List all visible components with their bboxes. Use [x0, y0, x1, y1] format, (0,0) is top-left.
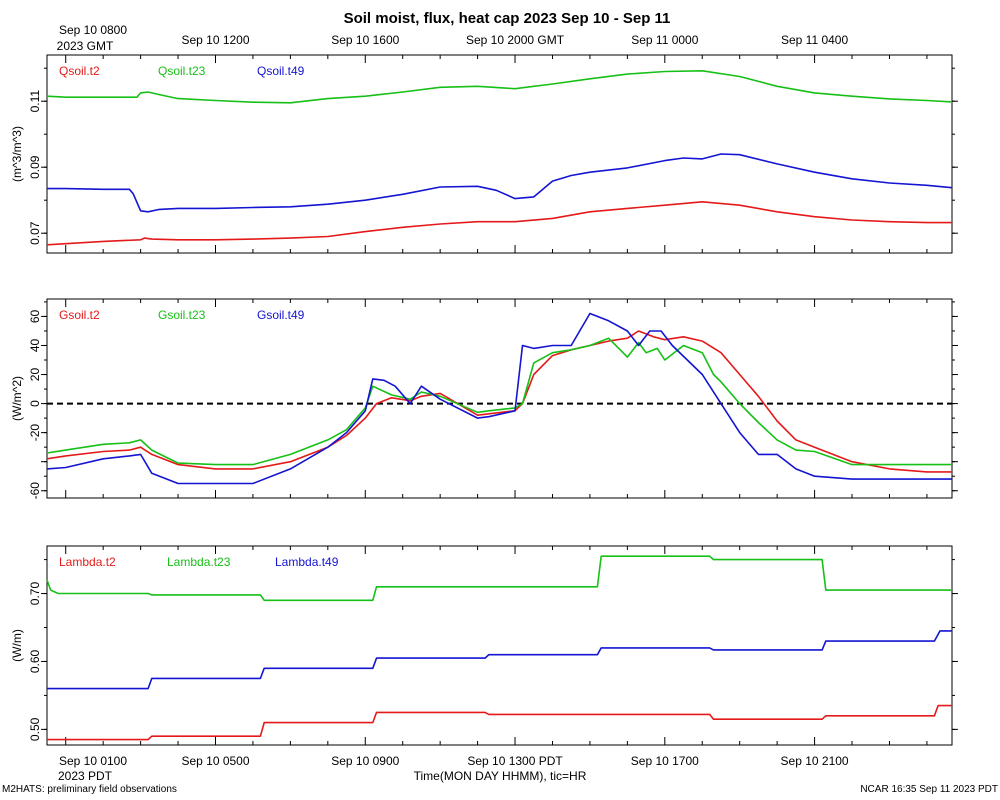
y-tick-label: 0.09: [28, 155, 42, 179]
top-axis-first-label-line2: 2023 GMT: [57, 39, 114, 53]
legend-entry: Qsoil.t23: [158, 64, 206, 78]
legend-entry: Qsoil.t49: [257, 64, 305, 78]
footer-left-note: M2HATS: preliminary field observations: [2, 784, 177, 795]
top-axis-label: Sep 11 0400: [781, 33, 848, 47]
panel-1: 0.07 0.09 0.11 (m^3/m^3) Qsoil.t2 Qsoil.t23 Qs…: [10, 54, 958, 254]
y-tick-label: 0.70: [28, 582, 42, 606]
y-tick-label: 40: [28, 338, 42, 352]
top-axis-label: Sep 10 2000 GMT: [466, 33, 565, 47]
bottom-axis-label: Sep 10 1300 PDT: [467, 754, 563, 768]
y-tick-label: 0.60: [28, 649, 42, 673]
bottom-axis-first-label-line1: Sep 10 0100: [59, 754, 127, 768]
footer-right-note: NCAR 16:35 Sep 11 2023 PDT: [860, 784, 998, 795]
bottom-axis-label: Sep 10 2100: [781, 754, 849, 768]
series-line-Qsoil.t2: [46, 201, 952, 246]
bottom-axis-label: Sep 10 0500: [181, 754, 249, 768]
bottom-axis-first-label-line2: 2023 PDT: [58, 769, 113, 783]
panel-2: -60 -20 0 20 40 60 (W/m^2) Gsoil.t2 Gsoil.t23 Gso…: [10, 298, 958, 500]
top-axis-label: Sep 10 1600: [331, 33, 399, 47]
legend-entry: Qsoil.t2: [59, 64, 100, 78]
series-line-Lambda.t2: [47, 704, 952, 741]
y-tick-label: 20: [28, 368, 42, 382]
panel-3: 0.50 0.60 0.70 (W/m) Lambda.t2 Lambda.t23 Lamb…: [10, 545, 958, 746]
y-axis-label: (W/m^2): [10, 376, 24, 421]
series-line-Qsoil.t49: [47, 153, 953, 213]
legend-entry: Lambda.t23: [167, 555, 231, 569]
y-axis-label: (W/m): [10, 629, 24, 662]
top-axis-label: Sep 11 0000: [631, 33, 698, 47]
legend-entry: Lambda.t2: [59, 555, 116, 569]
plot-frame: [46, 298, 953, 499]
legend-entry: Gsoil.t2: [59, 308, 100, 322]
bottom-axis-label: Sep 10 1700: [631, 754, 699, 768]
series-line-Gsoil.t49: [46, 312, 952, 485]
series-line-Qsoil.t23: [46, 70, 953, 104]
bottom-time-axis: Sep 10 0100 2023 PDT Time(MON DAY HHMM),…: [58, 754, 849, 783]
bottom-axis-label: Sep 10 0900: [331, 754, 399, 768]
y-axis-label: (m^3/m^3): [10, 126, 24, 182]
y-tick-label: -20: [28, 424, 42, 442]
series-line-Lambda.t23: [46, 555, 952, 602]
top-axis-label: Sep 10 1200: [181, 33, 249, 47]
plot-frame: [46, 54, 953, 254]
y-tick-label: 60: [28, 309, 42, 323]
legend-entry: Lambda.t49: [275, 555, 339, 569]
y-tick-label: 0.07: [28, 221, 42, 245]
series-line-Gsoil.t2: [46, 330, 952, 473]
y-tick-label: 0: [28, 400, 42, 407]
series-line-Gsoil.t23: [46, 337, 952, 466]
series-line-Lambda.t49: [47, 630, 952, 690]
plot-frame: [46, 545, 953, 746]
legend-entry: Gsoil.t23: [158, 308, 206, 322]
chart-title: Soil moist, flux, heat cap 2023 Sep 10 -…: [344, 10, 671, 27]
y-tick-label: -60: [28, 482, 42, 500]
x-axis-label: Time(MON DAY HHMM), tic=HR: [414, 769, 587, 783]
top-axis-first-label-line1: Sep 10 0800: [59, 23, 127, 37]
legend-entry: Gsoil.t49: [257, 308, 305, 322]
y-tick-label: 0.11: [28, 90, 42, 113]
top-time-axis: Sep 10 0800 2023 GMT Sep 10 1200 Sep 10 1…: [57, 23, 849, 53]
y-tick-label: 0.50: [28, 717, 42, 741]
